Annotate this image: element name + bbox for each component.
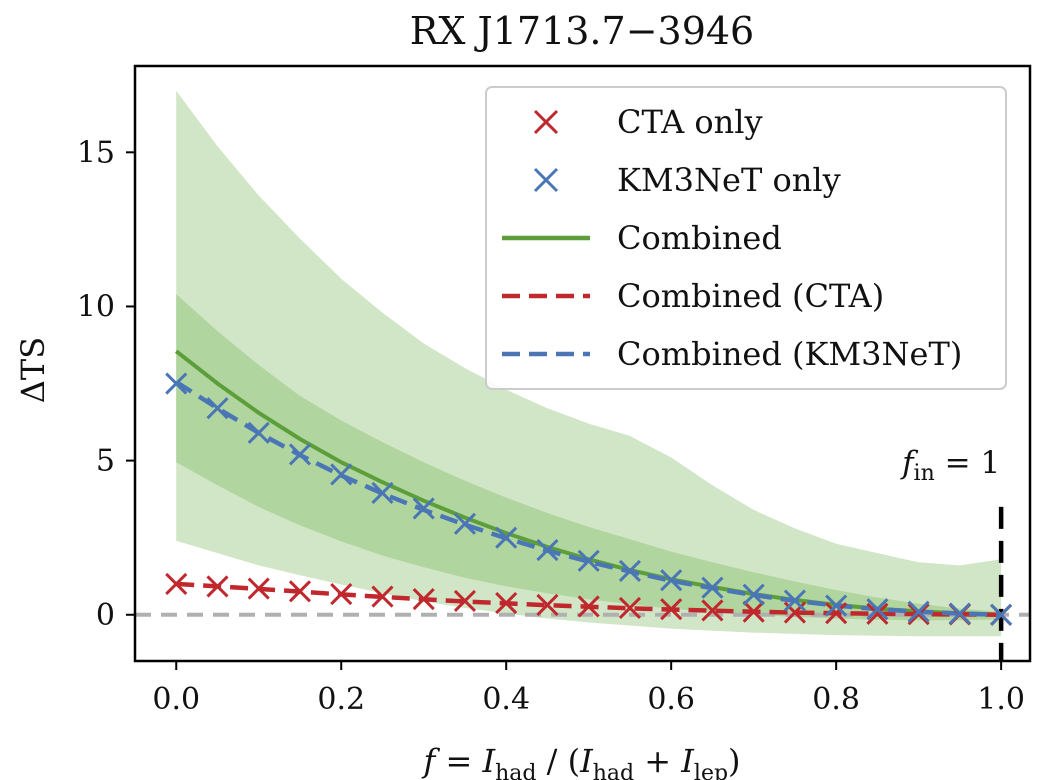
marker-km3net-only-9 (536, 538, 559, 562)
x-axis-ticks: 0.0 0.2 0.4 0.6 0.8 1.0 (152, 661, 1025, 717)
marker-cta-only-16 (825, 602, 848, 625)
legend: CTA only KM3NeT only Combined Combined (CTA… (485, 86, 1007, 390)
marker-km3net-only-5 (371, 481, 394, 505)
marker-cta-only-3 (288, 580, 312, 603)
x-label-eq: = (435, 742, 482, 780)
marker-km3net-only-3 (288, 443, 312, 466)
x-tick-label: 0.4 (482, 682, 530, 717)
marker-cta-only-9 (536, 593, 559, 616)
marker-km3net-only-17 (866, 598, 889, 621)
y-tick-label: 10 (77, 289, 115, 324)
x-tick-label: 0.6 (647, 682, 695, 717)
marker-cta-only-17 (866, 602, 889, 625)
marker-km3net-only-16 (825, 594, 848, 617)
x-tick-label: 1.0 (977, 682, 1025, 717)
x-tick-label: 0.2 (317, 682, 365, 717)
line-combined-km3net (174, 380, 1002, 618)
marker-cta-only-2 (247, 577, 270, 600)
f-in-sub: in (914, 461, 935, 486)
marker-km3net-only-15 (783, 589, 806, 612)
x-label-plus: + (634, 742, 681, 780)
f-in-rest: = 1 (935, 445, 1000, 481)
x-label-had2: had (593, 761, 634, 780)
legend-label-combined-cta: Combined (CTA) (617, 277, 884, 315)
marker-km3net-only-7 (453, 512, 477, 535)
marker-cta-only-5 (371, 585, 394, 608)
y-tick-label: 5 (96, 444, 115, 479)
marker-cta-only-13 (701, 599, 724, 622)
marker-cta-only-1 (206, 575, 229, 598)
marker-cta-only-14 (742, 600, 765, 623)
marker-km3net-only-14 (742, 583, 765, 606)
y-axis-label: ΔTS (14, 337, 52, 403)
legend-label-combined: Combined (617, 219, 782, 257)
marker-km3net-only-6 (412, 497, 435, 520)
marker-cta-only-18 (907, 603, 930, 626)
marker-km3net-only-2 (247, 421, 270, 444)
x-label-lep: lep (694, 761, 728, 780)
x-label-i1: I (481, 742, 496, 780)
marker-cta-only-10 (577, 595, 600, 618)
marker-km3net-only-10 (577, 549, 600, 572)
marker-km3net-only-20 (990, 603, 1013, 626)
x-tick-label: 0.8 (812, 682, 860, 717)
marker-km3net-only-13 (701, 576, 724, 599)
legend-marker-cta-only (533, 109, 559, 135)
x-label-mid: / ( (536, 742, 580, 780)
y-tick-label: 0 (96, 598, 115, 633)
x-label-i2: I (579, 742, 594, 780)
plot-frame (133, 64, 1032, 663)
legend-marker-km3net-only (533, 167, 559, 193)
marker-km3net-only-4 (330, 463, 353, 486)
legend-frame (485, 86, 1007, 390)
legend-label-cta-only: CTA only (617, 103, 763, 141)
legend-label-combined-km3net: Combined (KM3NeT) (617, 335, 962, 373)
marker-cta-only-8 (495, 591, 518, 615)
marker-km3net-only-11 (618, 559, 641, 583)
x-label-close: ) (728, 742, 740, 780)
band-inner (176, 294, 1002, 621)
marker-cta-only-7 (453, 589, 477, 612)
marker-cta-only-4 (330, 583, 353, 606)
chart-title: RX J1713.7−3946 (410, 9, 755, 53)
series-group (165, 349, 1013, 626)
x-label-had1: had (495, 761, 536, 780)
marker-km3net-only-18 (907, 600, 930, 623)
x-tick-label: 0.0 (152, 682, 200, 717)
marker-cta-only-11 (618, 596, 641, 620)
marker-km3net-only-0 (165, 372, 188, 395)
reference-lines (135, 506, 1030, 661)
x-label-i3: I (680, 742, 695, 780)
marker-km3net-only-8 (495, 526, 518, 549)
f-in-annotation: fin = 1 (900, 445, 1000, 486)
marker-km3net-only-1 (206, 397, 229, 420)
marker-cta-only-6 (412, 587, 435, 611)
uncertainty-bands (176, 90, 1002, 637)
marker-cta-only-0 (165, 572, 188, 595)
legend-label-km3net-only: KM3NeT only (617, 161, 841, 199)
x-axis-label: f = Ihad / (Ihad + Ilep) (421, 742, 740, 780)
marker-km3net-only-12 (660, 569, 683, 592)
y-axis-ticks: 0 5 10 15 (77, 135, 135, 633)
marker-km3net-only-19 (948, 602, 971, 625)
y-tick-label: 15 (77, 135, 115, 170)
marker-cta-only-12 (660, 598, 683, 621)
